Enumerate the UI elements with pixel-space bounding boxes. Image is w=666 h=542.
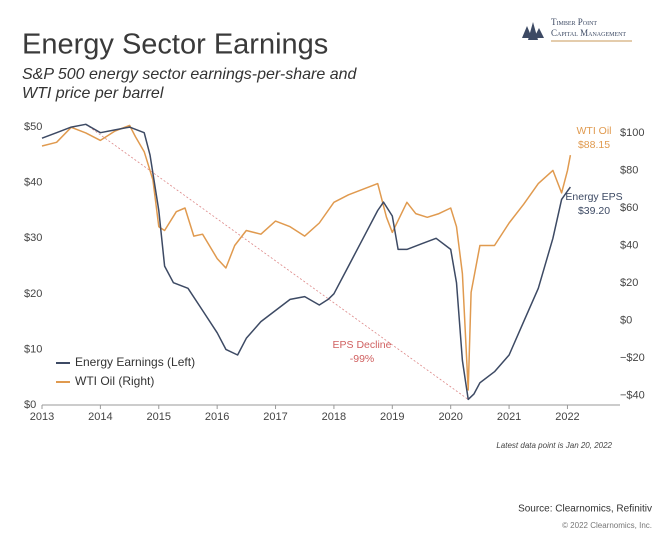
y2-tick-label: $20: [620, 277, 638, 289]
y2-tick-label: −$20: [620, 352, 645, 364]
logo-text: Capital Management: [551, 28, 626, 38]
x-tick-label: 2015: [147, 411, 171, 423]
y-tick-label: $50: [24, 121, 42, 133]
decline-guide: [85, 124, 469, 400]
x-tick-label: 2017: [263, 411, 287, 423]
logo-trees: [522, 22, 544, 40]
y2-tick-label: −$40: [620, 390, 645, 402]
y-tick-label: $10: [24, 343, 42, 355]
copyright: © 2022 Clearnomics, Inc.: [562, 521, 652, 530]
note: Latest data point is Jan 20, 2022: [496, 441, 612, 450]
y2-tick-label: $0: [620, 314, 632, 326]
annotation: Energy EPS: [565, 191, 622, 203]
logo: Timber Point Capital Management: [522, 17, 632, 42]
chart-subtitle: WTI price per barrel: [22, 85, 164, 102]
x-tick-label: 2021: [497, 411, 521, 423]
legend-label: WTI Oil (Right): [75, 374, 154, 388]
y-tick-label: $40: [24, 177, 42, 189]
annotation: -99%: [350, 353, 375, 365]
annotation: $39.20: [578, 205, 610, 217]
chart-title: Energy Sector Earnings: [22, 29, 328, 61]
x-tick-label: 2018: [322, 411, 346, 423]
annotation: $88.15: [578, 139, 610, 151]
y-tick-label: $0: [24, 399, 36, 411]
y2-tick-label: $80: [620, 164, 638, 176]
annotation: WTI Oil: [577, 125, 612, 137]
x-tick-label: 2014: [88, 411, 112, 423]
chart-subtitle: S&P 500 energy sector earnings-per-share…: [22, 66, 358, 83]
series-line: [41, 124, 572, 391]
x-tick-label: 2020: [438, 411, 462, 423]
annotation: EPS Decline: [333, 339, 392, 351]
y-tick-label: $30: [24, 232, 42, 244]
y2-tick-label: $40: [620, 239, 638, 251]
y2-tick-label: $100: [620, 127, 644, 139]
source: Source: Clearnomics, Refinitiv: [518, 504, 652, 515]
legend-label: Energy Earnings (Left): [75, 355, 195, 369]
y-tick-label: $20: [24, 288, 42, 300]
x-tick-label: 2013: [30, 411, 54, 423]
y2-tick-label: $60: [620, 202, 638, 214]
x-tick-label: 2016: [205, 411, 229, 423]
series-line: [41, 123, 572, 401]
logo-text: Timber Point: [551, 17, 597, 27]
x-tick-label: 2022: [555, 411, 579, 423]
x-tick-label: 2019: [380, 411, 404, 423]
